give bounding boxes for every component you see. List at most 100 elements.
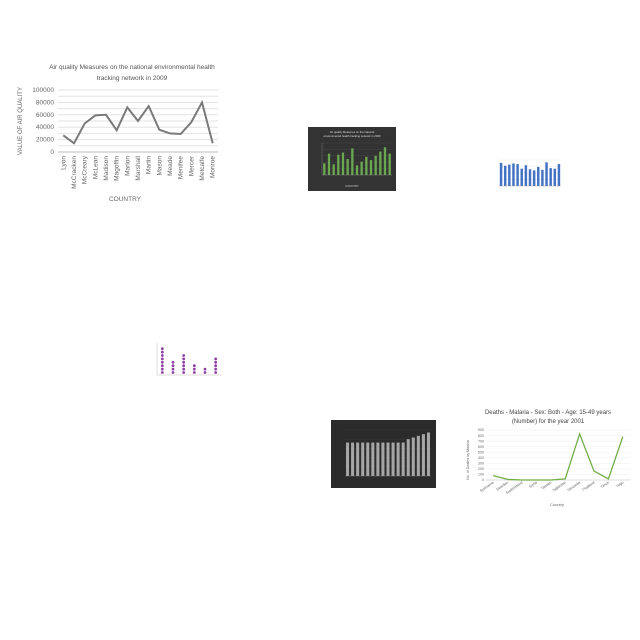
chart-title-line-2: environmental health tracking network in… xyxy=(323,134,381,138)
dark-bar-svg: Air quality Measures on the national env… xyxy=(308,127,396,191)
x-tick-label: Menifee xyxy=(178,156,185,180)
y-tick-label: 700 xyxy=(478,439,484,443)
y-tick-label: 0 xyxy=(482,478,484,482)
x-tick-label: Magoffin xyxy=(114,156,121,181)
y-tick-label: 80000 xyxy=(36,99,54,106)
y-tick-label: 300 xyxy=(478,462,484,466)
dot-marker xyxy=(192,367,196,371)
malaria-line-svg: Deaths - Malaria - Sex: Both - Age: 15-4… xyxy=(466,410,630,507)
bar xyxy=(366,442,370,476)
x-axis-label: COUNTRY xyxy=(109,196,142,203)
dot-marker xyxy=(182,371,186,374)
bar xyxy=(508,164,511,186)
bar xyxy=(386,442,390,476)
x-tick-label: Mason xyxy=(156,156,163,176)
dot-marker xyxy=(160,354,164,357)
bar xyxy=(549,168,552,186)
bar xyxy=(396,442,400,476)
dot-marker xyxy=(160,360,164,364)
bar xyxy=(327,153,331,175)
bar xyxy=(332,164,335,175)
chart-title-line-2: tracking network in 2009 xyxy=(97,75,168,82)
dot-marker xyxy=(192,364,196,368)
bar xyxy=(379,151,382,175)
bar xyxy=(323,163,326,175)
y-tick-label: 60000 xyxy=(36,112,54,119)
dot-marker xyxy=(171,371,175,374)
bar xyxy=(341,152,345,175)
y-tick-label: 100 xyxy=(478,473,484,477)
x-tick-label: McCracken xyxy=(71,156,78,189)
x-tick-label: Madison xyxy=(103,156,110,181)
blue-bar-svg xyxy=(499,159,561,187)
x-tick-label: Tanzania xyxy=(566,480,581,493)
chart-title-line-1: Air quality Measures on the national env… xyxy=(49,64,215,71)
x-axis-label: COUNTRY xyxy=(345,184,359,188)
y-tick-label: 0 xyxy=(50,149,54,156)
dot-marker xyxy=(171,364,175,368)
x-tick-label: Metcalfe xyxy=(199,156,206,181)
dot-marker xyxy=(171,360,175,364)
bar xyxy=(426,432,430,476)
x-tick-label: Taiwan xyxy=(540,481,552,491)
bar xyxy=(421,434,425,476)
bar xyxy=(361,442,365,476)
chart-title-line-1: Air quality Measures on the national xyxy=(330,130,375,134)
bar xyxy=(355,165,359,175)
dot-marker xyxy=(160,347,164,351)
dot-marker xyxy=(160,357,164,361)
bar xyxy=(499,162,503,186)
bar xyxy=(374,155,377,175)
bar xyxy=(369,160,373,175)
dot-marker xyxy=(192,371,196,374)
x-tick-label: Thailand xyxy=(581,481,595,493)
chart-title-line-2: (Number) for the year 2001 xyxy=(512,419,585,425)
dot-marker xyxy=(160,367,164,371)
x-tick-label: Sweden xyxy=(496,481,510,492)
bar xyxy=(541,169,544,186)
dot-marker xyxy=(182,364,186,368)
dot-marker xyxy=(160,364,164,368)
series-line xyxy=(493,431,624,481)
chart-air-quality-line: Air quality Measures on the national env… xyxy=(10,55,235,210)
bar xyxy=(351,442,355,476)
x-tick-label: Monroe xyxy=(210,156,217,178)
bar xyxy=(524,165,528,186)
x-tick-label: Meade xyxy=(167,156,174,176)
dot-marker xyxy=(214,367,218,371)
bar xyxy=(376,442,380,476)
x-tick-label: Tajikistan xyxy=(552,481,567,493)
x-tick-label: McLean xyxy=(92,156,99,180)
x-tick-label: Lyon xyxy=(60,156,67,170)
y-axis-label: VALUE OF AIR QUALITY xyxy=(18,87,24,155)
dot-marker xyxy=(160,371,164,374)
y-tick-label: 20000 xyxy=(36,137,54,144)
y-tick-label: 800 xyxy=(478,434,484,438)
dot-marker xyxy=(182,354,186,357)
bar xyxy=(356,442,360,476)
y-tick-label: 400 xyxy=(478,456,484,460)
dot-marker xyxy=(182,357,186,361)
bar xyxy=(360,161,363,175)
x-tick-label: Martin xyxy=(146,156,153,174)
y-tick-label: 100000 xyxy=(32,87,54,94)
chart-air-quality-dark-bar: Air quality Measures on the national env… xyxy=(308,127,396,191)
gray-bar-svg xyxy=(331,420,436,488)
bar xyxy=(371,442,375,476)
bar xyxy=(365,156,368,175)
bar xyxy=(416,435,420,476)
bar xyxy=(383,147,387,175)
y-tick-label: 40000 xyxy=(36,124,54,131)
y-tick-label: 200 xyxy=(478,467,484,471)
dot-marker xyxy=(214,357,218,361)
y-axis-label: No. of Deaths by Malaria xyxy=(466,440,470,480)
x-tick-label: McCreary xyxy=(82,155,89,184)
x-tick-label: Marshall xyxy=(135,155,142,180)
dot-marker xyxy=(203,367,207,371)
bar xyxy=(532,170,536,186)
dot-marker xyxy=(171,367,175,371)
x-axis-label: Country xyxy=(550,502,564,507)
bar xyxy=(545,162,548,186)
bar xyxy=(411,437,415,476)
dot-marker xyxy=(182,360,186,364)
